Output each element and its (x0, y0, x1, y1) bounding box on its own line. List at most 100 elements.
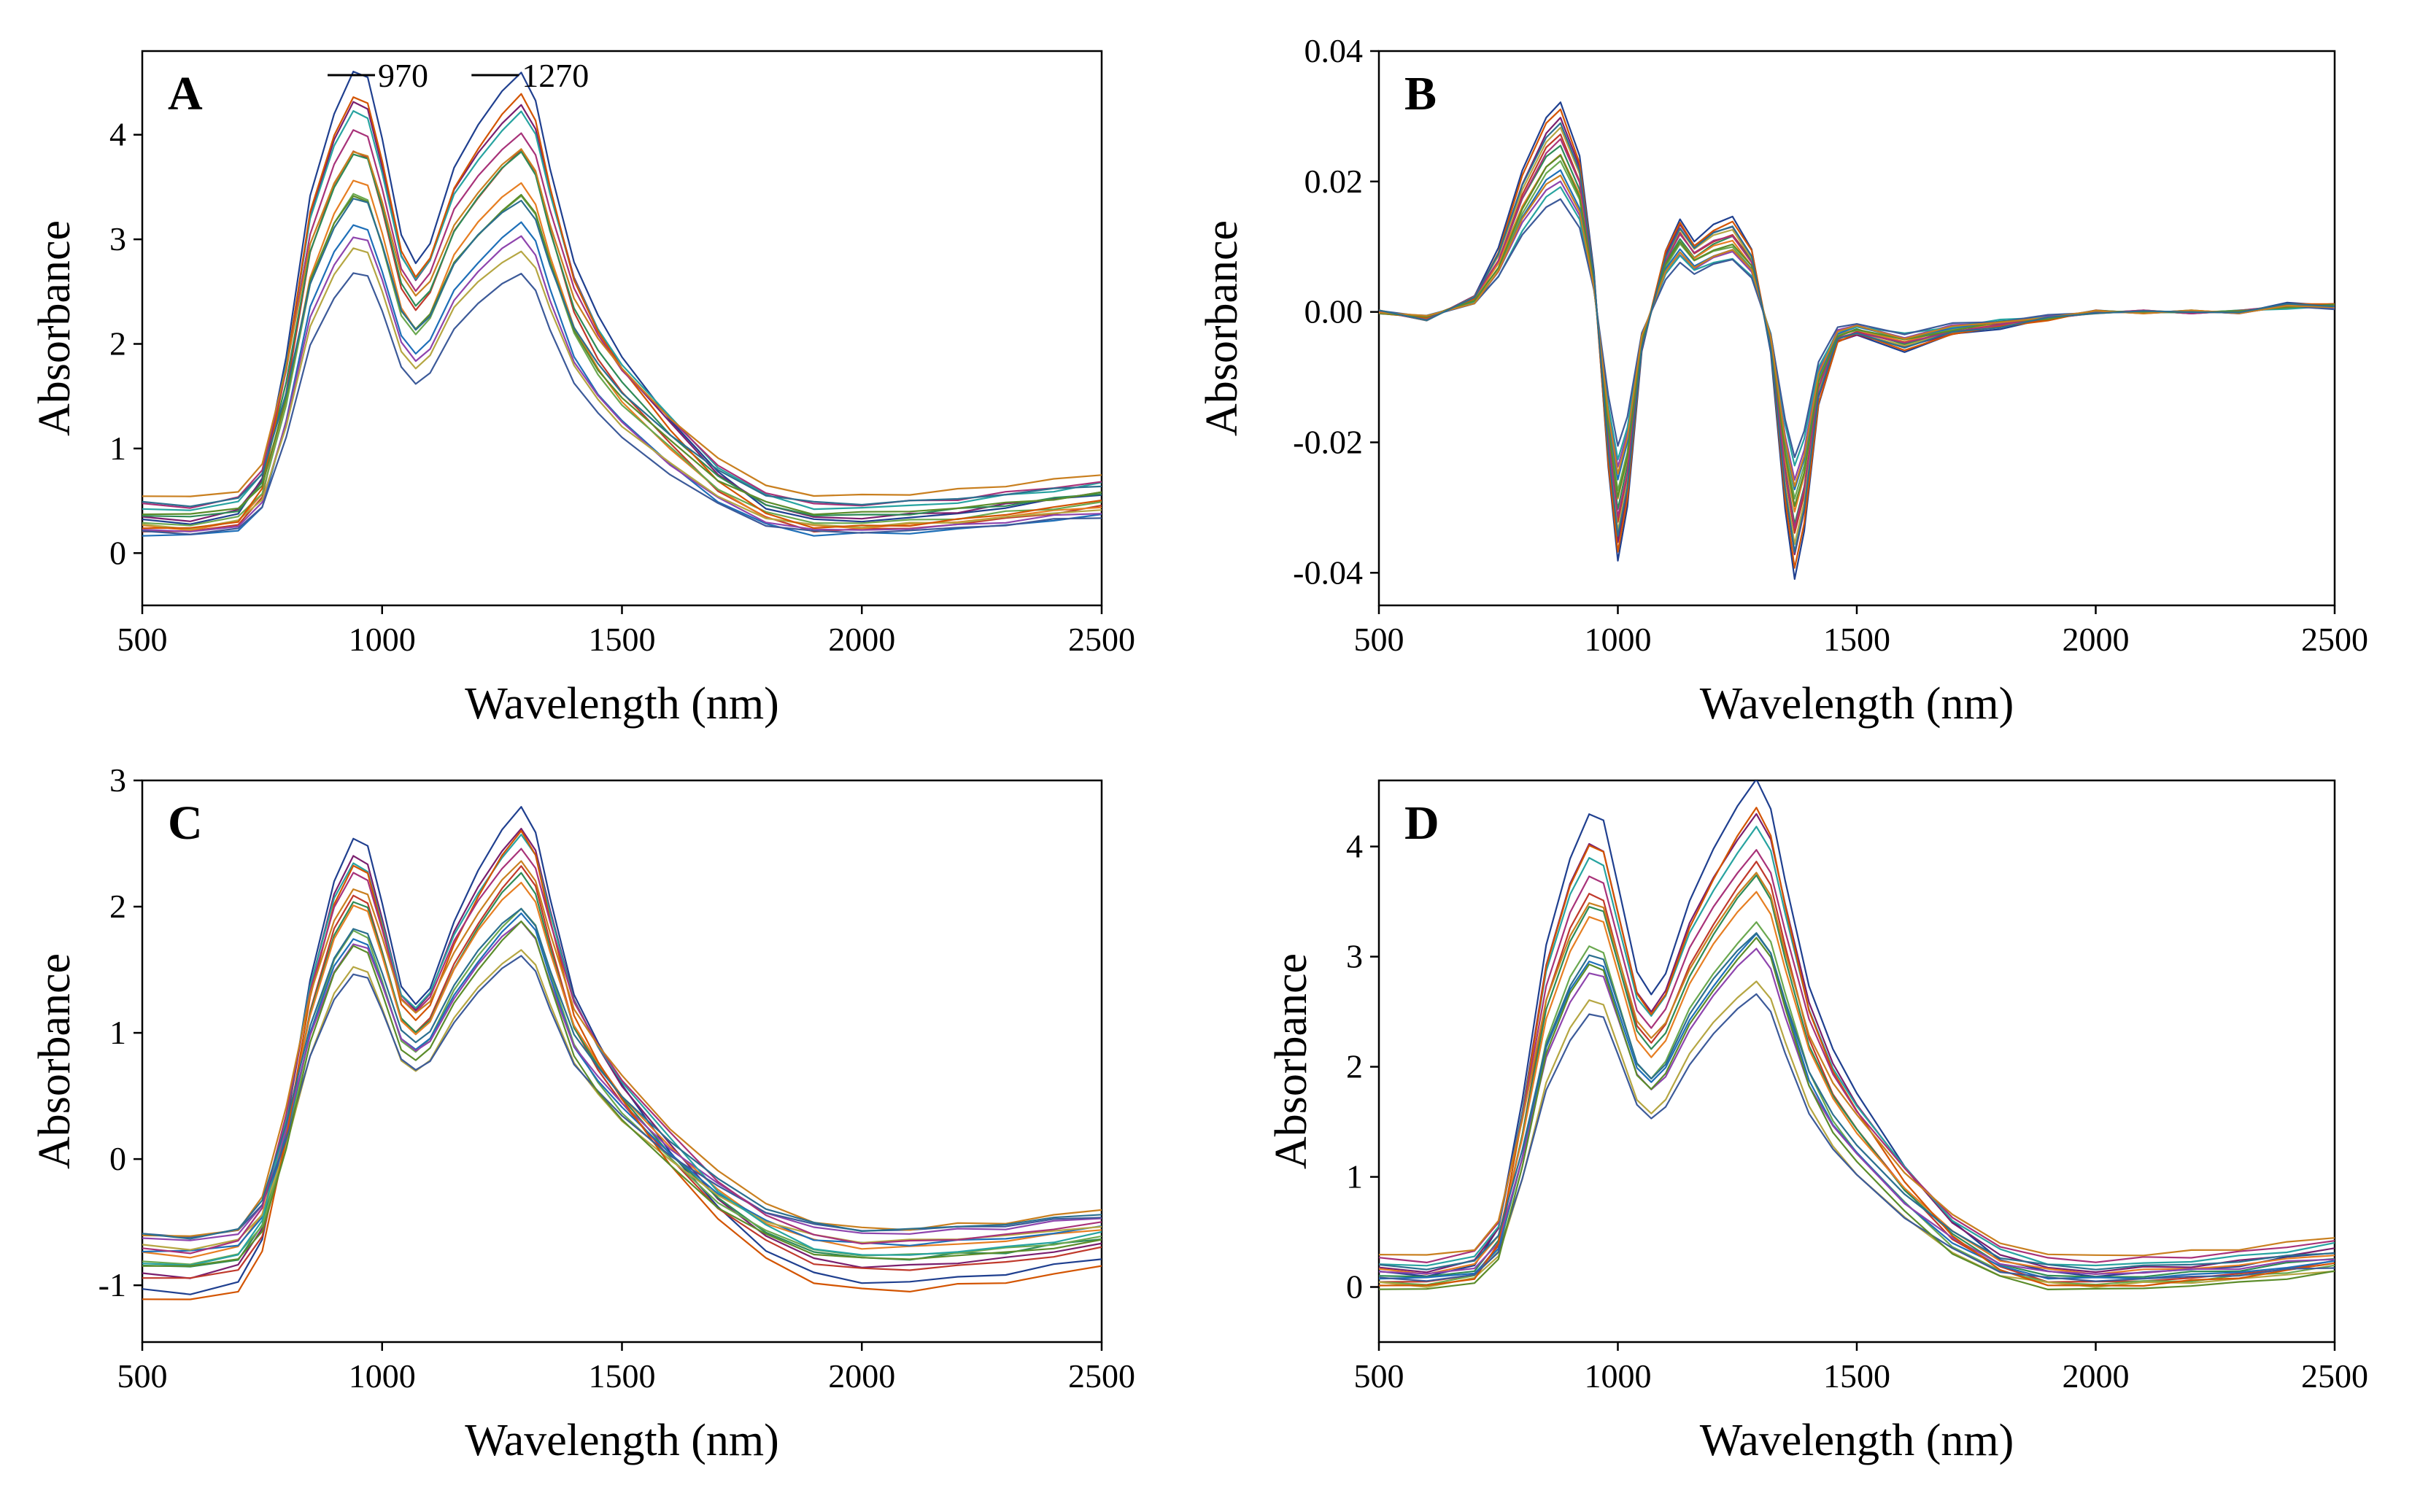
x-tick-label: 500 (1354, 1357, 1404, 1395)
spectrum-line (1379, 872, 2335, 1257)
spectrum-line (142, 235, 1102, 532)
spectrum-line (1379, 891, 2335, 1276)
spectrum-line (1379, 980, 2335, 1288)
y-tick-label: -1 (98, 1266, 126, 1303)
panel-letter: C (168, 796, 203, 850)
spectra-b (1379, 101, 2335, 580)
spectrum-line (142, 93, 1102, 530)
spectrum-line (1379, 826, 2335, 1267)
spectrum-line (1379, 780, 2335, 1278)
y-tick-label: 1 (1346, 1158, 1363, 1195)
spectrum-line (142, 101, 1102, 522)
y-tick-label: 4 (109, 116, 126, 153)
x-tick-label: 2000 (2063, 621, 2130, 658)
x-tick-label: 2500 (2301, 621, 2368, 658)
y-tick-label: 2 (109, 888, 126, 925)
spectrum-line (142, 806, 1102, 1295)
y-axis-title: Absorbance (30, 953, 80, 1169)
spectrum-line (142, 179, 1102, 532)
x-tick-label: 1500 (1823, 621, 1890, 658)
y-tick-label: 3 (1346, 938, 1363, 975)
y-tick-label: 4 (1346, 828, 1363, 865)
spectrum-line (1379, 849, 2335, 1263)
x-tick-label: 2000 (828, 621, 895, 658)
spectrum-line (142, 872, 1102, 1268)
spectrum-line (1379, 932, 2335, 1271)
spectrum-line (1379, 108, 2335, 569)
x-axis-title: Wavelength (nm) (1700, 1416, 2014, 1465)
panel-letter: A (168, 67, 203, 120)
y-tick-label: 2 (109, 325, 126, 363)
x-tick-label: 1500 (589, 621, 656, 658)
annotation-label: 970 (378, 57, 428, 94)
x-tick-label: 1500 (1823, 1357, 1890, 1395)
panel-letter: D (1404, 796, 1439, 850)
spectrum-line (142, 148, 1102, 497)
x-tick-label: 500 (1354, 621, 1404, 658)
spectrum-line (1379, 933, 2335, 1280)
spectra-d (1379, 780, 2335, 1290)
spectrum-line (142, 920, 1102, 1241)
spectrum-line (142, 198, 1102, 508)
x-tick-label: 1000 (1585, 1357, 1652, 1395)
y-tick-label: 0 (109, 1140, 126, 1177)
x-tick-label: 1000 (349, 621, 416, 658)
y-tick-label: 3 (109, 220, 126, 257)
spectrum-line (142, 151, 1102, 518)
y-tick-label: 0.00 (1304, 293, 1364, 330)
spectrum-line (1379, 122, 2335, 553)
spectrum-line (142, 907, 1102, 1240)
spectrum-line (1379, 874, 2335, 1278)
spectrum-line (142, 828, 1102, 1279)
y-tick-label: 1 (109, 430, 126, 467)
panel-d: 500 1000 1500 2000 2500 0 1 2 3 4 Wavelength (nm) A… (1267, 779, 2368, 1465)
x-axis-title: Wavelength (nm) (1700, 679, 2014, 729)
spectrum-line (142, 110, 1102, 511)
panel-b: 500 1000 1500 2000 2500 -0.04 -0.02 0.00 0.02 0.0… (1197, 32, 2368, 729)
spectrum-line (1379, 861, 2335, 1283)
spectrum-line (1379, 154, 2335, 507)
x-tick-label: 2500 (1068, 1357, 1135, 1395)
panel-letter: B (1404, 67, 1437, 120)
y-axis-title: Absorbance (30, 220, 80, 436)
spectrum-line (1379, 921, 2335, 1286)
spectrum-line (1379, 807, 2335, 1287)
x-tick-label: 1000 (349, 1357, 416, 1395)
spectrum-line (1379, 813, 2335, 1273)
spectrum-line (142, 193, 1102, 516)
x-tick-label: 1000 (1585, 621, 1652, 658)
spectrum-line (142, 272, 1102, 535)
spectrum-line (142, 882, 1102, 1259)
panel-a: 500 1000 1500 2000 2500 0 1 2 3 4 Wavelength (nm) A… (30, 50, 1135, 729)
x-tick-label: 2500 (2301, 1357, 2368, 1395)
spectrum-line (1379, 198, 2335, 458)
y-tick-label: 0.02 (1304, 163, 1364, 200)
y-axis-title: Absorbance (1197, 220, 1247, 436)
y-tick-label: 0 (109, 534, 126, 571)
spectrum-line (142, 247, 1102, 530)
y-tick-label: 2 (1346, 1048, 1363, 1085)
x-tick-label: 2500 (1068, 621, 1135, 658)
x-axis-title: Wavelength (nm) (465, 1416, 779, 1465)
y-tick-label: -0.04 (1293, 554, 1363, 591)
spectrum-line (1379, 993, 2335, 1282)
spectrum-line (142, 920, 1102, 1267)
spectrum-line (1379, 180, 2335, 481)
x-tick-label: 2000 (828, 1357, 895, 1395)
spectra-a (142, 71, 1102, 537)
y-tick-label: 3 (109, 761, 126, 799)
spectrum-line (1379, 947, 2335, 1275)
x-tick-label: 1500 (589, 1357, 656, 1395)
spectrum-line (142, 71, 1102, 525)
x-tick-label: 2000 (2063, 1357, 2130, 1395)
spectrum-line (1379, 117, 2335, 556)
y-axis-title: Absorbance (1267, 953, 1316, 1169)
spectrum-line (142, 848, 1102, 1255)
spectrum-line (142, 148, 1102, 533)
spectrum-line (142, 860, 1102, 1237)
y-tick-label: 0.04 (1304, 32, 1364, 69)
y-tick-label: -0.02 (1293, 423, 1363, 460)
x-axis-title: Wavelength (nm) (465, 679, 779, 729)
x-tick-label: 500 (117, 621, 168, 658)
